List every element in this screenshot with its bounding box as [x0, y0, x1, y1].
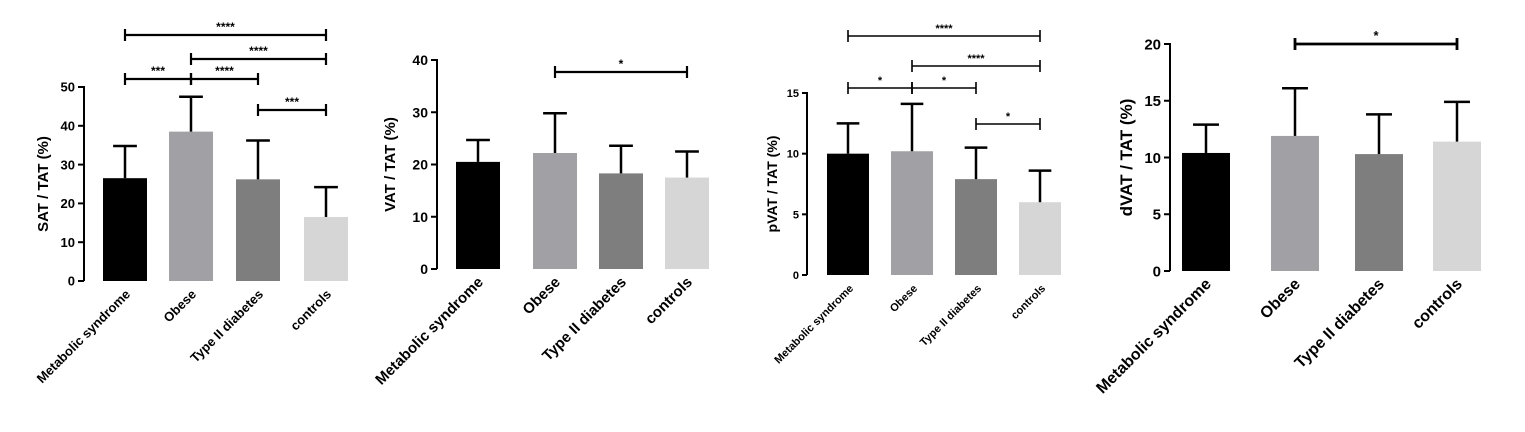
significance-bracket	[189, 73, 260, 85]
bar	[955, 179, 997, 275]
category-label: Type II diabetes	[187, 287, 266, 366]
y-tick-label: 10	[787, 149, 799, 161]
y-tick-label: 5	[1153, 207, 1161, 224]
significance-bracket	[123, 29, 328, 41]
y-axis-label: pVAT / TAT (%)	[764, 136, 780, 233]
significance-label: ****	[215, 64, 234, 78]
category-label: controls	[1009, 283, 1048, 322]
bar	[236, 179, 280, 281]
significance-bracket	[189, 53, 328, 65]
significance-label: *	[1373, 28, 1379, 43]
category-label: controls	[287, 287, 334, 334]
category-label: Type II diabetes	[1292, 276, 1388, 372]
category-label: controls	[642, 274, 696, 328]
y-axis-label: dVAT / TAT (%)	[1117, 99, 1136, 217]
y-tick-label: 0	[68, 274, 75, 289]
significance-label: *	[942, 75, 947, 87]
bar	[169, 131, 213, 281]
y-tick-label: 40	[61, 118, 75, 133]
y-axis-label: VAT / TAT (%)	[382, 117, 399, 212]
category-label: Metabolic syndrome	[772, 283, 856, 367]
significance-label: ****	[935, 23, 953, 35]
significance-bracket	[256, 104, 328, 116]
bar	[1019, 202, 1061, 275]
bar	[1355, 154, 1403, 271]
y-axis-label: SAT / TAT (%)	[35, 136, 52, 232]
significance-label: ****	[216, 20, 235, 34]
y-tick-label: 10	[61, 235, 75, 250]
bar	[304, 216, 348, 281]
significance-label: ***	[285, 95, 299, 109]
y-tick-label: 0	[793, 270, 799, 282]
significance-label: ****	[967, 53, 985, 65]
category-label: Type II diabetes	[918, 283, 984, 349]
y-tick-label: 15	[1144, 93, 1161, 110]
y-tick-label: 10	[1144, 150, 1161, 167]
category-label: Metabolic syndrome	[34, 287, 133, 386]
significance-label: *	[878, 75, 883, 87]
significance-label: *	[619, 57, 624, 71]
significance-bracket	[1293, 38, 1459, 50]
significance-bracket	[553, 66, 689, 78]
significance-bracket	[911, 60, 1041, 72]
category-label: Obese	[1257, 276, 1304, 323]
y-tick-label: 20	[61, 196, 75, 211]
y-tick-label: 50	[61, 80, 75, 95]
bar	[665, 177, 709, 269]
y-tick-label: 10	[412, 209, 428, 225]
category-label: Metabolic syndrome	[372, 274, 487, 389]
chart-panel-3: 0 5 10 15 pVAT / TAT (%) Metabolic syndrome Ob…	[764, 23, 1061, 366]
bar	[1182, 152, 1230, 271]
category-label: Obese	[519, 274, 563, 318]
bar	[891, 151, 933, 275]
y-tick-label: 0	[1153, 263, 1161, 280]
y-tick-label: 30	[61, 157, 75, 172]
y-tick-label: 40	[412, 52, 428, 68]
significance-bracket	[975, 118, 1041, 130]
category-label: Obese	[888, 283, 920, 315]
significance-label: ***	[151, 64, 165, 78]
chart-panel-2: 0 10 20 30 40 VAT / TAT (%) Metabolic syndrome…	[372, 52, 709, 388]
chart-panel-1: 0 10 20 30 40 50 SAT / TAT (%) Metabolic syndro…	[34, 20, 348, 386]
y-tick-label: 15	[787, 88, 799, 100]
significance-label: *	[1006, 111, 1011, 123]
y-tick-label: 20	[1144, 36, 1161, 53]
significance-label: ****	[249, 44, 268, 58]
bar	[533, 153, 577, 269]
significance-bracket	[911, 82, 977, 94]
y-tick-label: 0	[420, 261, 428, 277]
y-tick-label: 20	[412, 157, 428, 173]
bar	[599, 173, 643, 269]
bar	[827, 153, 869, 275]
bar	[1433, 141, 1481, 271]
category-label: Metabolic syndrome	[1093, 276, 1214, 397]
significance-bracket	[847, 30, 1041, 42]
category-label: Obese	[160, 287, 199, 326]
category-label: controls	[1409, 276, 1466, 333]
bar	[103, 178, 147, 281]
y-tick-label: 30	[412, 104, 428, 120]
y-tick-label: 5	[793, 209, 799, 221]
chart-panel-4: 0 5 10 15 20 dVAT / TAT (%) Metabolic syndrome…	[1093, 28, 1481, 397]
bar	[456, 161, 500, 269]
bar	[1271, 135, 1319, 271]
